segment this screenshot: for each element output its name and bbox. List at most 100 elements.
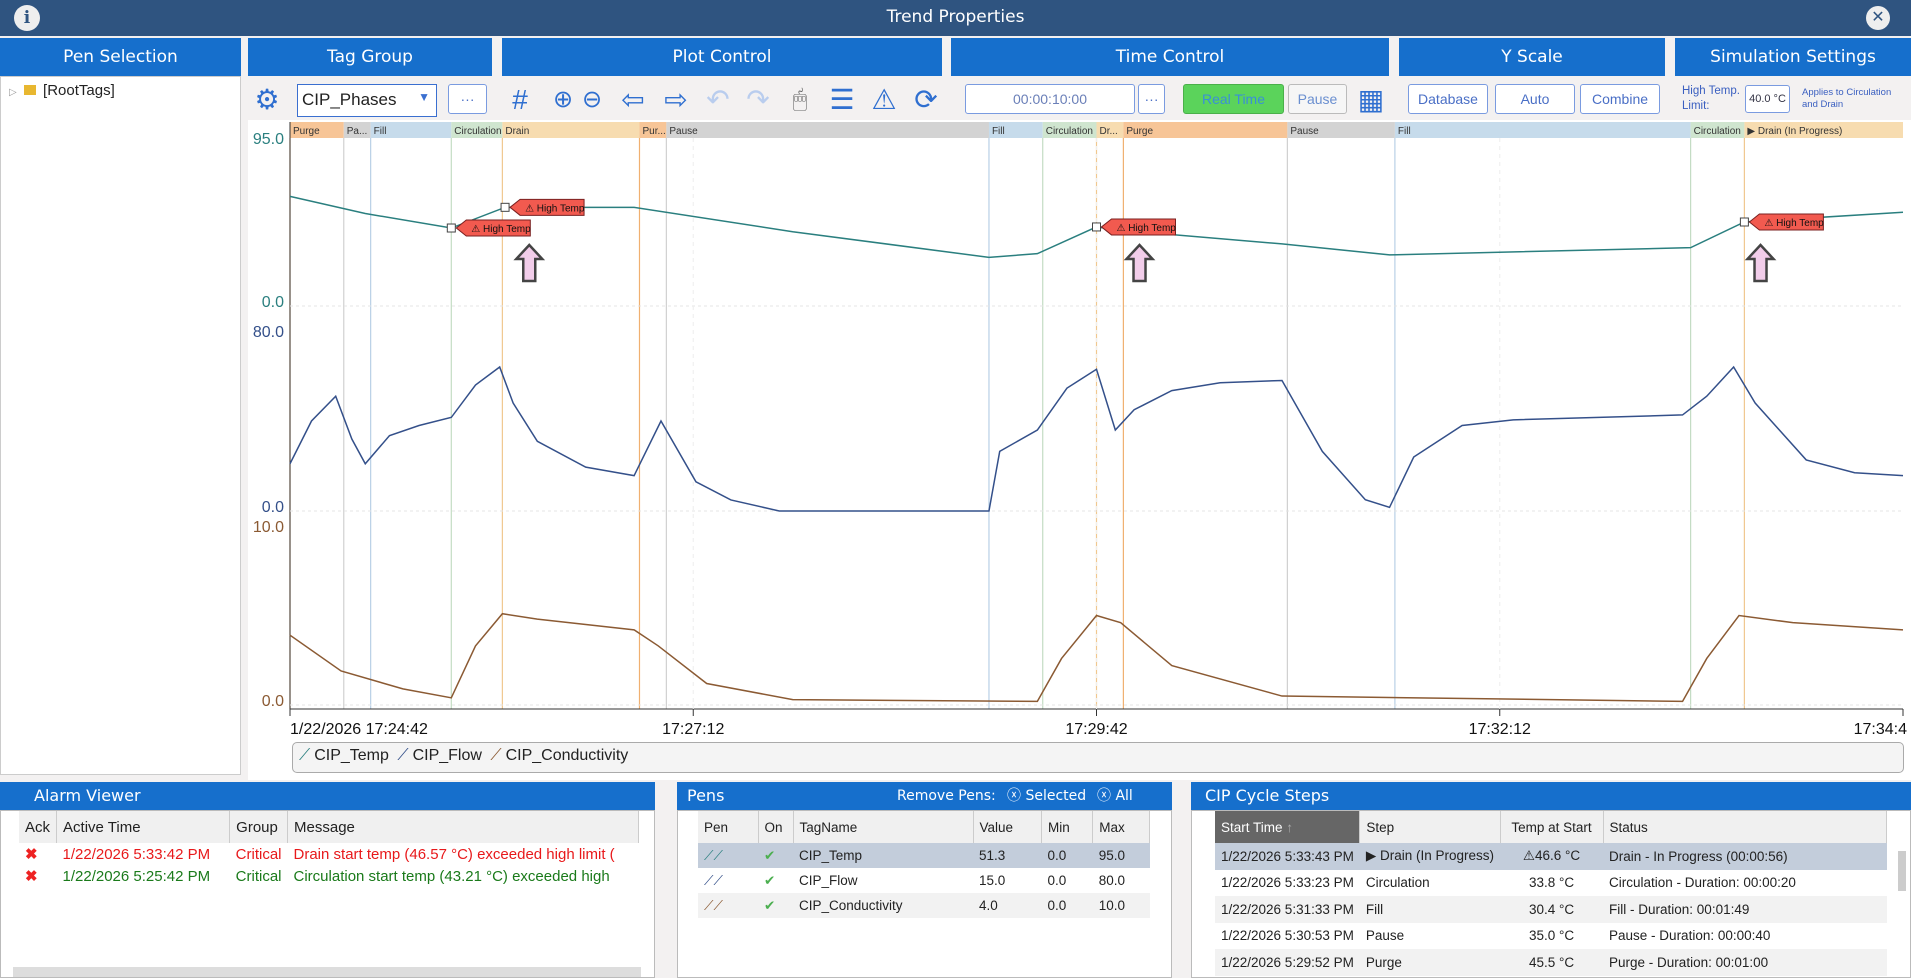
pen-on-checkbox[interactable]: ✔ bbox=[764, 872, 776, 888]
pen-max[interactable]: 10.0 bbox=[1098, 898, 1126, 913]
phase-label: Fill bbox=[992, 126, 1005, 137]
pen-max[interactable]: 80.0 bbox=[1098, 873, 1126, 888]
y-scale-combine-button[interactable]: Combine bbox=[1580, 84, 1660, 114]
real-time-button[interactable]: Real Time bbox=[1183, 84, 1284, 114]
phase-band bbox=[988, 122, 1043, 138]
phase-band bbox=[502, 122, 640, 138]
series-line-cip_flow bbox=[289, 365, 1904, 512]
info-icon[interactable]: i bbox=[14, 5, 40, 31]
phase-band bbox=[1042, 122, 1097, 138]
zoom-in-icon[interactable]: ⊕ bbox=[552, 86, 574, 113]
pen-on-checkbox[interactable]: ✔ bbox=[764, 897, 776, 913]
alarm-row[interactable]: ✖ 1/22/2026 5:25:42 PM Critical Circulation… bbox=[19, 865, 639, 887]
phase-band bbox=[290, 122, 344, 138]
section-tag-group: Tag Group bbox=[248, 38, 492, 76]
steps-vertical-scrollbar[interactable] bbox=[1898, 851, 1906, 891]
phase-band bbox=[370, 122, 452, 138]
legend-item-flow[interactable]: CIP_Flow bbox=[412, 747, 482, 764]
tree-item-label: [RootTags] bbox=[43, 82, 115, 99]
grid-icon[interactable]: # bbox=[512, 84, 528, 115]
pen-row[interactable]: ⟋⟋ ✔ CIP_Temp 51.3 0.0 95.0 bbox=[698, 843, 1150, 868]
remove-selected-button[interactable]: ⓧ Selected bbox=[1007, 788, 1087, 804]
col-ack[interactable]: Ack bbox=[19, 811, 58, 843]
col-step[interactable]: Step bbox=[1359, 811, 1501, 843]
pen-max[interactable]: 95.0 bbox=[1092, 843, 1150, 868]
scroll-left-icon[interactable]: ⇦ bbox=[621, 84, 645, 115]
legend-item-conductivity[interactable]: CIP_Conductivity bbox=[505, 747, 629, 764]
close-icon[interactable]: ✕ bbox=[1866, 6, 1890, 30]
expand-icon[interactable]: ▷ bbox=[9, 87, 17, 98]
col-active-time[interactable]: Active Time bbox=[56, 811, 231, 843]
y-scale-database-button[interactable]: Database bbox=[1408, 84, 1488, 114]
phase-label: Pause bbox=[669, 126, 698, 137]
col-temp-at-start[interactable]: Temp at Start bbox=[1500, 811, 1604, 843]
step-status: Drain - In Progress (00:00:56) bbox=[1603, 843, 1887, 870]
high-temp-limit-input[interactable]: 40.0 °C bbox=[1745, 85, 1790, 113]
step-status: Circulation - Duration: 00:00:20 bbox=[1609, 875, 1796, 891]
phase-label: Pur... bbox=[642, 126, 665, 137]
time-span-input[interactable]: 00:00:10:00 bbox=[965, 84, 1135, 114]
pen-min[interactable]: 0.0 bbox=[1041, 843, 1093, 868]
remove-all-button[interactable]: ⓧ All bbox=[1097, 788, 1133, 804]
alarm-row[interactable]: ✖ 1/22/2026 5:33:42 PM Critical Drain start… bbox=[19, 843, 639, 865]
step-start-time: 1/22/2026 5:33:23 PM bbox=[1221, 875, 1354, 891]
col-status[interactable]: Status bbox=[1603, 811, 1888, 843]
step-row[interactable]: 1/22/2026 5:30:53 PM Pause 35.0 °C Pause - … bbox=[1215, 923, 1887, 950]
redo-icon[interactable]: ↷ bbox=[746, 84, 770, 115]
annotation-anchor bbox=[446, 223, 456, 233]
annotation-anchor bbox=[1739, 217, 1749, 227]
high-temp-label: High Temp. Limit: bbox=[1682, 85, 1740, 112]
tag-group-more-button[interactable]: ··· bbox=[448, 84, 487, 114]
step-row[interactable]: 1/22/2026 5:31:33 PM Fill 30.4 °C Fill - Du… bbox=[1215, 896, 1887, 923]
trend-chart[interactable]: Purge Pa... Fill Circulation Drain Pur... Paus… bbox=[248, 120, 1911, 780]
undo-icon[interactable]: ↶ bbox=[706, 84, 730, 115]
col-start-time-label: Start Time bbox=[1221, 819, 1283, 835]
pen-row[interactable]: ⟋⟋ ✔ CIP_Conductivity 4.0 0.0 10.0 bbox=[698, 893, 1150, 918]
zoom-out-icon[interactable]: ⊖ bbox=[581, 86, 603, 113]
refresh-icon[interactable]: ⟳ bbox=[914, 84, 938, 115]
pen-min[interactable]: 0.0 bbox=[1047, 873, 1067, 888]
warning-icon[interactable]: ⚠ bbox=[871, 84, 897, 115]
step-row[interactable]: 1/22/2026 5:33:43 PM ▶ Drain (In Progress… bbox=[1215, 843, 1887, 870]
step-row[interactable]: 1/22/2026 5:33:23 PM Circulation 33.8 °C Ci… bbox=[1215, 870, 1887, 897]
calendar-icon[interactable]: ▦ bbox=[1357, 84, 1385, 115]
mouse-icon[interactable]: 🖱 bbox=[792, 86, 808, 113]
time-span-more-button[interactable]: ··· bbox=[1138, 84, 1165, 114]
alarm-group: Critical bbox=[235, 867, 282, 885]
scroll-right-icon[interactable]: ⇨ bbox=[664, 84, 688, 115]
pen-row[interactable]: ⟋⟋ ✔ CIP_Flow 15.0 0.0 80.0 bbox=[698, 868, 1150, 893]
pause-button[interactable]: Pause bbox=[1288, 84, 1347, 114]
unack-x-icon[interactable]: ✖ bbox=[25, 846, 38, 863]
legend-item-temp[interactable]: CIP_Temp bbox=[314, 747, 389, 764]
stack-axis-icon[interactable]: ☰ bbox=[829, 84, 855, 115]
remove-pens-label: Remove Pens: bbox=[897, 788, 996, 804]
col-max[interactable]: Max bbox=[1092, 811, 1150, 843]
settings-gear-icon[interactable]: ⚙ bbox=[254, 84, 280, 115]
col-pen[interactable]: Pen bbox=[698, 811, 759, 843]
y-scale-auto-button[interactable]: Auto bbox=[1495, 84, 1575, 114]
high-temp-label: ⚠ High Temp bbox=[471, 224, 531, 235]
step-row[interactable]: 1/22/2026 5:29:52 PM Purge 45.5 °C Purge - … bbox=[1215, 949, 1887, 976]
tag-group-select[interactable]: CIP_Phases ▼ bbox=[297, 84, 437, 117]
col-message[interactable]: Message bbox=[287, 811, 639, 843]
tree-item-root[interactable]: ▷ [RootTags] bbox=[1, 77, 240, 104]
phase-band bbox=[666, 122, 989, 138]
unack-x-icon[interactable]: ✖ bbox=[25, 868, 38, 885]
col-min[interactable]: Min bbox=[1041, 811, 1094, 843]
pen-tag: CIP_Flow bbox=[799, 873, 858, 888]
col-start-time[interactable]: Start Time ↑ bbox=[1215, 811, 1361, 843]
phase-label: Fill bbox=[1398, 126, 1411, 137]
col-on[interactable]: On bbox=[758, 811, 794, 843]
col-group[interactable]: Group bbox=[229, 811, 289, 843]
step-temp: ⚠46.6 °C bbox=[1500, 843, 1604, 870]
pen-min[interactable]: 0.0 bbox=[1047, 898, 1067, 913]
x-tick-label: 17:32:12 bbox=[1469, 721, 1531, 738]
high-temp-label: ⚠ High Temp bbox=[525, 203, 585, 214]
alarm-horizontal-scrollbar[interactable] bbox=[13, 967, 641, 977]
up-arrow-icon bbox=[513, 243, 546, 283]
col-tagname[interactable]: TagName bbox=[793, 811, 974, 843]
trend-chart-svg[interactable]: Purge Pa... Fill Circulation Drain Pur... Paus… bbox=[248, 120, 1911, 740]
phase-label: ▶ Drain (In Progress) bbox=[1747, 126, 1842, 137]
col-value[interactable]: Value bbox=[973, 811, 1043, 843]
pen-on-checkbox[interactable]: ✔ bbox=[758, 843, 793, 868]
